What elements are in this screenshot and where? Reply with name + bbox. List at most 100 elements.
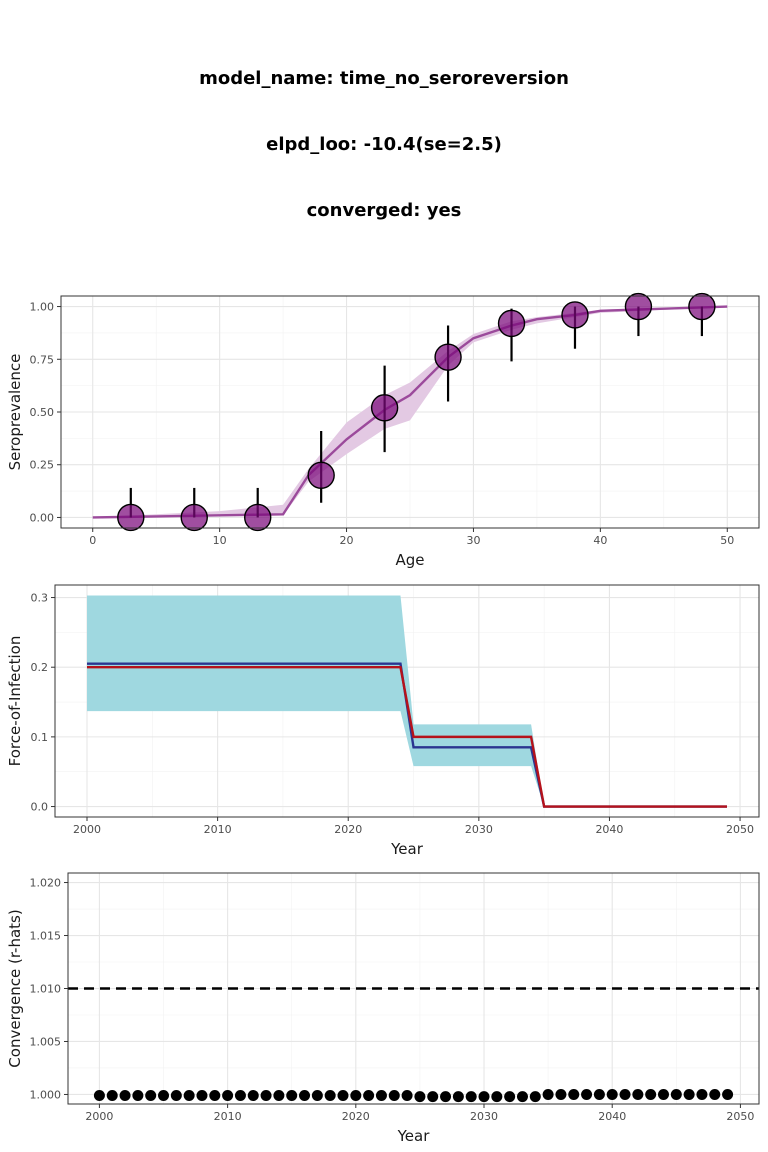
x-tick-label: 40 xyxy=(593,534,607,547)
rhat-point xyxy=(491,1091,503,1103)
rhat-point xyxy=(273,1090,285,1102)
rhat-point xyxy=(145,1090,157,1102)
rhat-point xyxy=(555,1088,567,1100)
x-tick-label: 2020 xyxy=(342,1110,370,1123)
x-tick-label: 2050 xyxy=(726,823,754,836)
rhat-point xyxy=(132,1090,144,1102)
rhat-point xyxy=(606,1088,618,1100)
y-tick-label: 1.000 xyxy=(30,1088,62,1101)
x-tick-label: 10 xyxy=(213,534,227,547)
x-tick-label: 2010 xyxy=(204,823,232,836)
data-point xyxy=(180,503,208,532)
rhat-point xyxy=(183,1090,195,1102)
rhat-point xyxy=(452,1091,464,1103)
rhat-point xyxy=(119,1090,131,1102)
x-tick-label: 2010 xyxy=(214,1110,242,1123)
rhat-point xyxy=(311,1090,323,1102)
rhat-point xyxy=(247,1090,259,1102)
rhat-point xyxy=(670,1088,682,1100)
rhat-point xyxy=(619,1088,631,1100)
rhat-point xyxy=(401,1090,413,1102)
rhat-point xyxy=(632,1088,644,1100)
y-axis-title: Force-of-Infection xyxy=(6,636,24,767)
y-tick-label: 0.25 xyxy=(30,459,55,472)
y-tick-label: 0.0 xyxy=(31,801,49,814)
rhat-point xyxy=(299,1090,311,1102)
rhat-point xyxy=(414,1091,426,1103)
rhat-point xyxy=(234,1090,246,1102)
rhat-point xyxy=(324,1090,336,1102)
rhat-point xyxy=(722,1088,734,1100)
rhat-point xyxy=(170,1090,182,1102)
data-point xyxy=(370,394,399,422)
rhat-point xyxy=(350,1090,362,1102)
y-tick-label: 1.00 xyxy=(30,301,55,314)
x-axis-title: Age xyxy=(395,551,424,569)
rhat-point xyxy=(286,1090,298,1102)
y-tick-label: 0.1 xyxy=(31,731,49,744)
rhat-point xyxy=(209,1090,221,1102)
x-tick-label: 30 xyxy=(466,534,480,547)
rhat-point xyxy=(196,1090,208,1102)
rhat-point xyxy=(529,1091,541,1103)
rhat-point xyxy=(388,1090,400,1102)
x-tick-label: 2030 xyxy=(465,823,493,836)
elpd-loo-title: elpd_loo: -10.4(se=2.5) xyxy=(266,134,502,155)
rhat-point xyxy=(683,1088,695,1100)
data-point xyxy=(624,292,653,321)
y-tick-label: 1.015 xyxy=(30,930,62,943)
rhat-point xyxy=(657,1088,669,1100)
foi-true-line xyxy=(87,666,727,808)
rhat-point xyxy=(465,1091,477,1103)
rhat-point xyxy=(581,1088,593,1100)
y-tick-label: 0.2 xyxy=(31,661,49,674)
x-tick-label: 2030 xyxy=(470,1110,498,1123)
rhat-point xyxy=(542,1088,554,1100)
converged-title: converged: yes xyxy=(306,200,462,221)
rhat-point xyxy=(568,1088,580,1100)
x-tick-label: 2040 xyxy=(595,823,623,836)
x-tick-label: 50 xyxy=(720,534,734,547)
rhat-point xyxy=(440,1091,452,1103)
x-axis-title: Year xyxy=(397,1127,431,1145)
y-tick-label: 0.00 xyxy=(30,511,55,524)
y-tick-label: 0.3 xyxy=(31,592,49,605)
data-point xyxy=(497,309,526,338)
x-axis-title: Year xyxy=(390,840,424,858)
rhat-point xyxy=(709,1088,721,1100)
force-of-infection-chart: 2000 2010 2020 2030 2040 2050 0.0 0.1 0.2 0.3 Year… xyxy=(6,584,760,858)
model-name-title: model_name: time_no_seroreversion xyxy=(199,68,569,89)
x-tick-label: 20 xyxy=(340,534,354,547)
convergence-chart: 2000 2010 2020 2030 2040 2050 1.000 1.005 1.010 1… xyxy=(6,872,760,1145)
y-tick-label: 1.005 xyxy=(30,1035,62,1048)
rhat-point xyxy=(222,1090,234,1102)
y-tick-label: 1.020 xyxy=(30,877,62,890)
data-point xyxy=(434,343,462,371)
rhat-point xyxy=(696,1088,708,1100)
data-point xyxy=(117,503,145,532)
rhat-point xyxy=(363,1090,375,1102)
y-tick-label: 1.010 xyxy=(30,983,62,996)
rhat-point xyxy=(106,1090,118,1102)
x-tick-label: 2000 xyxy=(73,823,101,836)
rhat-point xyxy=(93,1090,105,1102)
rhat-point xyxy=(645,1088,657,1100)
x-tick-label: 2020 xyxy=(334,823,362,836)
rhat-point xyxy=(504,1091,516,1103)
y-axis-title: Seroprevalence xyxy=(6,354,24,471)
rhat-point xyxy=(593,1088,605,1100)
seroprevalence-chart: 0 10 20 30 40 50 0.00 0.25 0.50 0.75 1.00 Age Seropr… xyxy=(6,292,760,569)
rhat-point xyxy=(337,1090,349,1102)
rhat-point xyxy=(375,1090,387,1102)
y-tick-label: 0.50 xyxy=(30,406,55,419)
data-point xyxy=(561,301,589,329)
data-point xyxy=(244,503,272,532)
x-tick-label: 2050 xyxy=(726,1110,754,1123)
rhat-point xyxy=(478,1091,490,1103)
credible-band xyxy=(92,306,728,518)
x-tick-label: 2040 xyxy=(598,1110,626,1123)
x-tick-label: 0 xyxy=(89,534,96,547)
rhat-point xyxy=(427,1091,439,1103)
rhat-point xyxy=(260,1090,272,1102)
